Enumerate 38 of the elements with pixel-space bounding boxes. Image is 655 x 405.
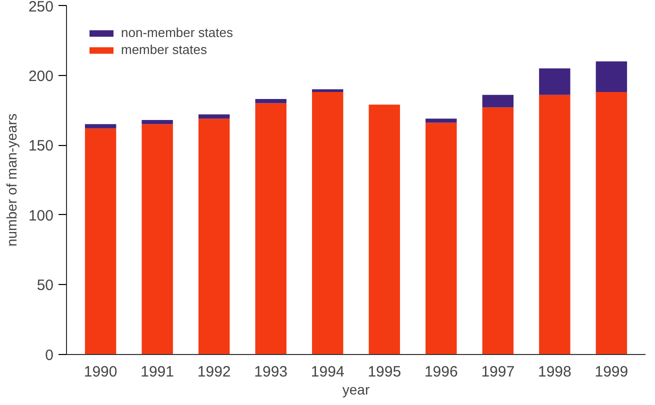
x-tick-label: 1993 bbox=[254, 364, 288, 380]
bar bbox=[596, 61, 628, 92]
bar bbox=[596, 92, 628, 354]
bar bbox=[539, 68, 570, 95]
x-tick-label: 1990 bbox=[84, 364, 118, 380]
bar bbox=[368, 104, 400, 354]
y-tick-label: 200 bbox=[28, 68, 54, 85]
y-tick-label: 150 bbox=[28, 138, 54, 155]
bar bbox=[142, 120, 173, 124]
x-tick-label: 1994 bbox=[310, 364, 344, 380]
x-tick-label: 1995 bbox=[368, 364, 402, 380]
bar bbox=[255, 99, 286, 104]
bar bbox=[426, 118, 457, 123]
legend-label: member states bbox=[121, 42, 207, 57]
x-tick-label: 1991 bbox=[140, 364, 174, 380]
y-tick-label: 0 bbox=[45, 347, 54, 364]
x-tick-label: 1992 bbox=[197, 364, 231, 380]
y-tick-label: 50 bbox=[36, 277, 54, 294]
x-tick-label: 1997 bbox=[481, 364, 515, 380]
bar bbox=[482, 94, 514, 108]
y-tick-label: 100 bbox=[28, 207, 54, 224]
bar bbox=[312, 92, 344, 354]
y-axis-title: number of man-years bbox=[3, 113, 20, 247]
bar bbox=[539, 94, 570, 354]
bar bbox=[84, 124, 116, 128]
bar bbox=[255, 103, 286, 354]
bar bbox=[198, 114, 230, 119]
bar bbox=[142, 124, 173, 354]
bar bbox=[482, 107, 514, 354]
bar bbox=[198, 118, 230, 354]
bar bbox=[84, 128, 116, 354]
x-tick-label: 1998 bbox=[538, 364, 572, 380]
x-tick-label: 1996 bbox=[424, 364, 458, 380]
y-tick-label: 250 bbox=[28, 0, 54, 16]
bar bbox=[426, 122, 457, 354]
x-tick-label: 1999 bbox=[594, 364, 628, 380]
x-axis-title: year bbox=[342, 382, 370, 398]
legend-label: non-member states bbox=[121, 25, 233, 40]
